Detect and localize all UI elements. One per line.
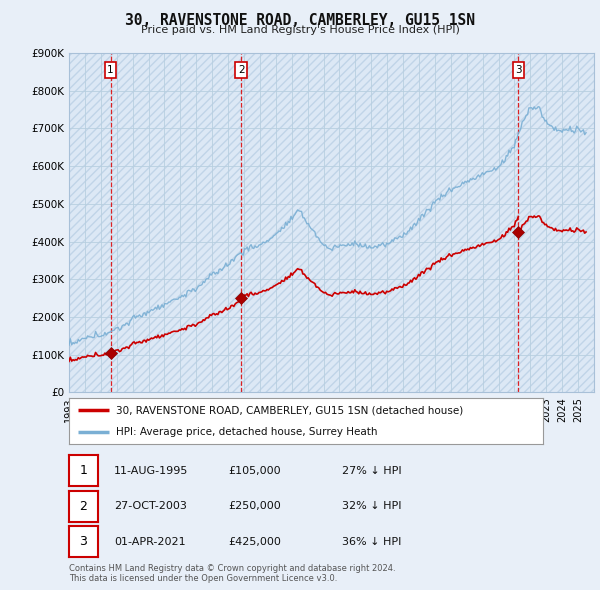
- Text: 3: 3: [515, 65, 522, 75]
- Text: £105,000: £105,000: [228, 466, 281, 476]
- Text: 1: 1: [79, 464, 88, 477]
- Text: 30, RAVENSTONE ROAD, CAMBERLEY, GU15 1SN: 30, RAVENSTONE ROAD, CAMBERLEY, GU15 1SN: [125, 13, 475, 28]
- Text: £250,000: £250,000: [228, 502, 281, 511]
- Text: 32% ↓ HPI: 32% ↓ HPI: [342, 502, 401, 511]
- Text: 2: 2: [79, 500, 88, 513]
- Text: 11-AUG-1995: 11-AUG-1995: [114, 466, 188, 476]
- Text: 1: 1: [107, 65, 114, 75]
- Text: £425,000: £425,000: [228, 537, 281, 546]
- Text: 3: 3: [79, 535, 88, 548]
- Text: 36% ↓ HPI: 36% ↓ HPI: [342, 537, 401, 546]
- Text: Price paid vs. HM Land Registry's House Price Index (HPI): Price paid vs. HM Land Registry's House …: [140, 25, 460, 35]
- Text: 01-APR-2021: 01-APR-2021: [114, 537, 185, 546]
- Text: Contains HM Land Registry data © Crown copyright and database right 2024.
This d: Contains HM Land Registry data © Crown c…: [69, 563, 395, 583]
- Text: HPI: Average price, detached house, Surrey Heath: HPI: Average price, detached house, Surr…: [116, 427, 378, 437]
- Text: 30, RAVENSTONE ROAD, CAMBERLEY, GU15 1SN (detached house): 30, RAVENSTONE ROAD, CAMBERLEY, GU15 1SN…: [116, 405, 464, 415]
- Text: 27% ↓ HPI: 27% ↓ HPI: [342, 466, 401, 476]
- Text: 27-OCT-2003: 27-OCT-2003: [114, 502, 187, 511]
- Text: 2: 2: [238, 65, 244, 75]
